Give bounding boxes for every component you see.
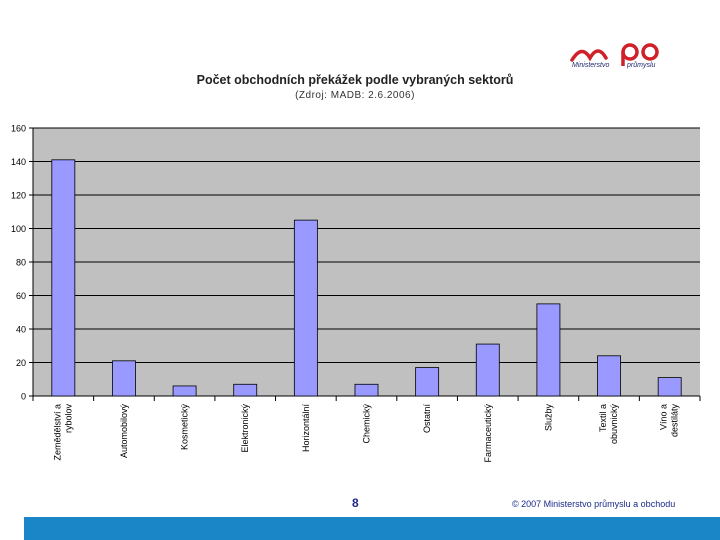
x-tick-label: Farmaceutický [483, 404, 493, 463]
x-tick-label: Služby [543, 404, 553, 432]
bar [51, 159, 76, 397]
bar-chart: 0 20 40 60 80 100 120 140 160 Zemědělství arybolo… [11, 124, 701, 463]
bar [657, 377, 682, 397]
x-tick-label: Ostatní [422, 404, 432, 434]
x-tick-label: Chemický [362, 404, 372, 444]
chart-subtitle: (Zdroj: MADB: 2.6.2006) [295, 90, 415, 101]
x-tick-label: Zemědělství arybolov [52, 404, 73, 461]
page-number: 8 [352, 496, 359, 510]
bar [597, 355, 621, 397]
x-tick-label: Horizontální [301, 404, 311, 453]
mpo-logo [570, 43, 659, 66]
y-tick-label: 100 [11, 224, 26, 234]
y-tick-label: 160 [11, 124, 26, 134]
bar [415, 367, 440, 397]
y-tick-label: 0 [21, 392, 26, 402]
chart-title: Počet obchodních překážek podle vybranýc… [196, 73, 514, 87]
copyright-text: © 2007 Ministerstvo průmyslu a obchodu [512, 499, 676, 509]
logo-text-prumyslu: průmyslu [627, 62, 656, 69]
x-tick-label: Víno adestiláty [659, 404, 680, 438]
x-tick-label: Kosmetický [180, 404, 190, 451]
bar [233, 383, 258, 397]
y-tick-label: 140 [11, 157, 26, 167]
x-tick-label: Textil aobuvnický [598, 404, 619, 445]
y-tick-label: 60 [16, 291, 26, 301]
footer-bar [24, 517, 720, 540]
bar [354, 383, 379, 397]
y-tick-label: 120 [11, 191, 26, 201]
y-tick-label: 20 [16, 358, 26, 368]
x-tick-label: Automobilový [119, 404, 129, 459]
bar [172, 385, 197, 397]
logo-text-ministerstvo: Ministerstvo [572, 62, 610, 69]
bar [293, 219, 318, 397]
x-tick-label: Elektronický [240, 404, 250, 453]
bar [475, 343, 500, 397]
y-tick-label: 80 [16, 258, 26, 268]
bar [112, 360, 136, 397]
bar [536, 303, 561, 397]
y-tick-label: 40 [16, 325, 26, 335]
